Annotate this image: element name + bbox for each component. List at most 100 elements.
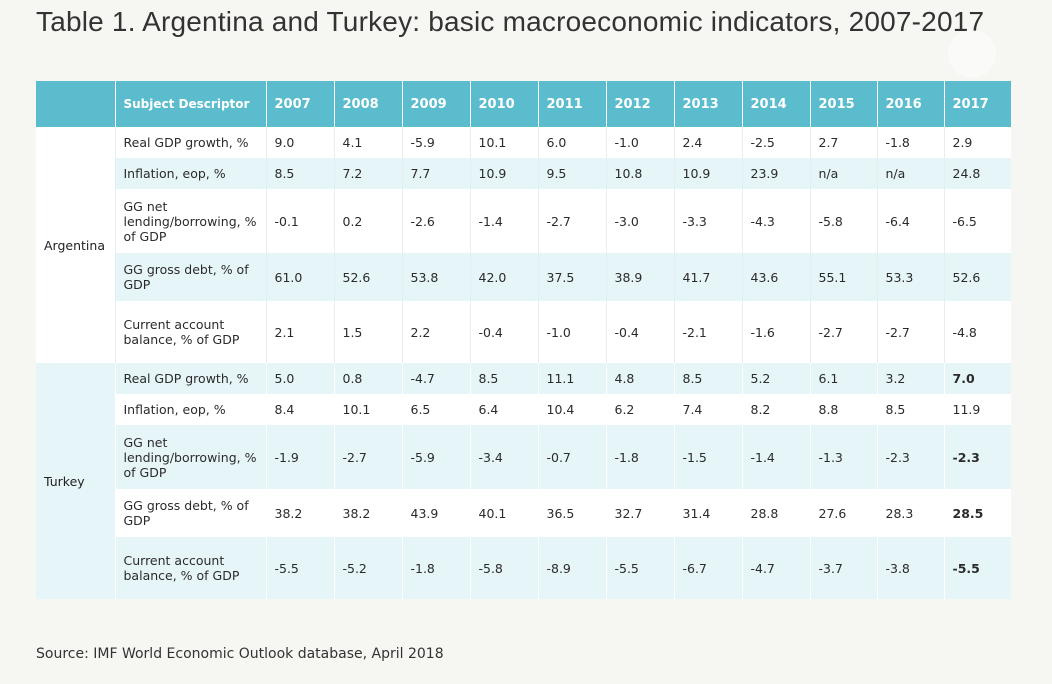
value-cell: 4.1 xyxy=(333,127,402,158)
year-header-2013: 2013 xyxy=(673,81,742,127)
value-cell: 41.7 xyxy=(673,253,742,301)
indicator-label: GG net lending/borrowing, % of GDP xyxy=(114,189,266,253)
value-cell: -8.9 xyxy=(537,537,606,599)
value-cell: 10.8 xyxy=(605,158,674,189)
value-cell: -3.0 xyxy=(605,189,674,253)
value-cell: 10.1 xyxy=(469,127,538,158)
value-cell: -2.3 xyxy=(943,425,1011,489)
value-cell: 5.0 xyxy=(265,363,334,394)
value-cell: 52.6 xyxy=(333,253,402,301)
value-cell: 27.6 xyxy=(809,489,877,537)
table-row: Current account balance, % of GDP 2.1 1.5 2… xyxy=(36,301,1011,363)
value-cell: 8.4 xyxy=(265,394,334,425)
value-cell: -5.2 xyxy=(333,537,402,599)
indicator-label: Inflation, eop, % xyxy=(114,158,266,189)
value-cell: 8.8 xyxy=(809,394,877,425)
value-cell: 6.5 xyxy=(401,394,470,425)
value-cell: -6.7 xyxy=(673,537,742,599)
year-header-2015: 2015 xyxy=(809,81,877,127)
value-cell: -1.0 xyxy=(605,127,674,158)
table-row: Turkey Real GDP growth, % 5.0 0.8 -4.7 8.5 11.… xyxy=(36,363,1011,599)
value-cell: -4.8 xyxy=(943,301,1011,363)
value-cell: 55.1 xyxy=(809,253,877,301)
value-cell: 2.2 xyxy=(401,301,470,363)
indicator-label: Inflation, eop, % xyxy=(114,394,266,425)
decorative-circle xyxy=(948,30,996,78)
value-cell: -5.9 xyxy=(401,127,470,158)
value-cell: 8.5 xyxy=(876,394,944,425)
value-cell: 11.1 xyxy=(537,363,606,394)
value-cell: -2.1 xyxy=(673,301,742,363)
value-cell: 42.0 xyxy=(469,253,538,301)
year-header-2016: 2016 xyxy=(876,81,944,127)
year-header-2009: 2009 xyxy=(401,81,470,127)
year-header-2008: 2008 xyxy=(333,81,402,127)
value-cell: 36.5 xyxy=(537,489,606,537)
value-cell: 43.9 xyxy=(401,489,470,537)
value-cell: 2.1 xyxy=(265,301,334,363)
table-title: Table 1. Argentina and Turkey: basic mac… xyxy=(36,6,985,37)
table-row: GG gross debt, % of GDP 61.0 52.6 53.8 42.0 3… xyxy=(36,253,1011,301)
value-cell: 7.7 xyxy=(401,158,470,189)
value-cell: -1.4 xyxy=(741,425,810,489)
argentina-group: Argentina Real GDP growth, % 9.0 4.1 -5.9 10.… xyxy=(36,127,1011,363)
value-cell: 9.0 xyxy=(265,127,334,158)
source-note: Source: IMF World Economic Outlook datab… xyxy=(36,646,444,662)
value-cell: 1.5 xyxy=(333,301,402,363)
value-cell: 10.9 xyxy=(673,158,742,189)
descriptor-header: Subject Descriptor xyxy=(114,81,266,127)
value-cell: 52.6 xyxy=(943,253,1011,301)
value-cell: -1.4 xyxy=(469,189,538,253)
value-cell: 6.4 xyxy=(469,394,538,425)
value-cell: 28.3 xyxy=(876,489,944,537)
value-cell: -3.4 xyxy=(469,425,538,489)
value-cell: -2.5 xyxy=(741,127,810,158)
value-cell: 37.5 xyxy=(537,253,606,301)
indicator-label: Current account balance, % of GDP xyxy=(114,301,266,363)
value-cell: -1.9 xyxy=(265,425,334,489)
turkey-group: Turkey Real GDP growth, % 5.0 0.8 -4.7 8.5 11.… xyxy=(36,363,1011,599)
indicator-label: Real GDP growth, % xyxy=(114,127,266,158)
value-cell: 40.1 xyxy=(469,489,538,537)
value-cell: 28.8 xyxy=(741,489,810,537)
year-header-2011: 2011 xyxy=(537,81,606,127)
value-cell: -4.7 xyxy=(741,537,810,599)
year-header-2014: 2014 xyxy=(741,81,810,127)
year-header-2017: 2017 xyxy=(943,81,1011,127)
value-cell: 53.8 xyxy=(401,253,470,301)
value-cell: 9.5 xyxy=(537,158,606,189)
value-cell: -0.4 xyxy=(469,301,538,363)
value-cell: 2.4 xyxy=(673,127,742,158)
value-cell: 6.0 xyxy=(537,127,606,158)
value-cell: 31.4 xyxy=(673,489,742,537)
year-header-2007: 2007 xyxy=(265,81,334,127)
value-cell: -4.7 xyxy=(401,363,470,394)
table-row: Argentina Real GDP growth, % 9.0 4.1 -5.9 10.… xyxy=(36,127,1011,363)
value-cell: 32.7 xyxy=(605,489,674,537)
value-cell: 7.2 xyxy=(333,158,402,189)
value-cell: -5.5 xyxy=(605,537,674,599)
indicator-label: Current account balance, % of GDP xyxy=(114,537,266,599)
value-cell: 7.4 xyxy=(673,394,742,425)
value-cell: -6.4 xyxy=(876,189,944,253)
value-cell: -5.5 xyxy=(265,537,334,599)
value-cell: -1.3 xyxy=(809,425,877,489)
value-cell: 0.2 xyxy=(333,189,402,253)
value-cell: 8.2 xyxy=(741,394,810,425)
value-cell: -4.3 xyxy=(741,189,810,253)
country-label: Argentina xyxy=(36,127,115,363)
table-row: GG net lending/borrowing, % of GDP -0.1 0.… xyxy=(36,189,1011,253)
value-cell: -0.7 xyxy=(537,425,606,489)
macro-indicators-table: Subject Descriptor 2007 2008 2009 2010 2011 2… xyxy=(36,81,1011,599)
value-cell: -1.8 xyxy=(876,127,944,158)
value-cell: 2.7 xyxy=(809,127,877,158)
value-cell: -2.7 xyxy=(876,301,944,363)
value-cell: -0.1 xyxy=(265,189,334,253)
value-cell: n/a xyxy=(809,158,877,189)
value-cell: 24.8 xyxy=(943,158,1011,189)
value-cell: -1.8 xyxy=(401,537,470,599)
value-cell: -1.6 xyxy=(741,301,810,363)
value-cell: -0.4 xyxy=(605,301,674,363)
value-cell: 8.5 xyxy=(469,363,538,394)
value-cell: 38.9 xyxy=(605,253,674,301)
